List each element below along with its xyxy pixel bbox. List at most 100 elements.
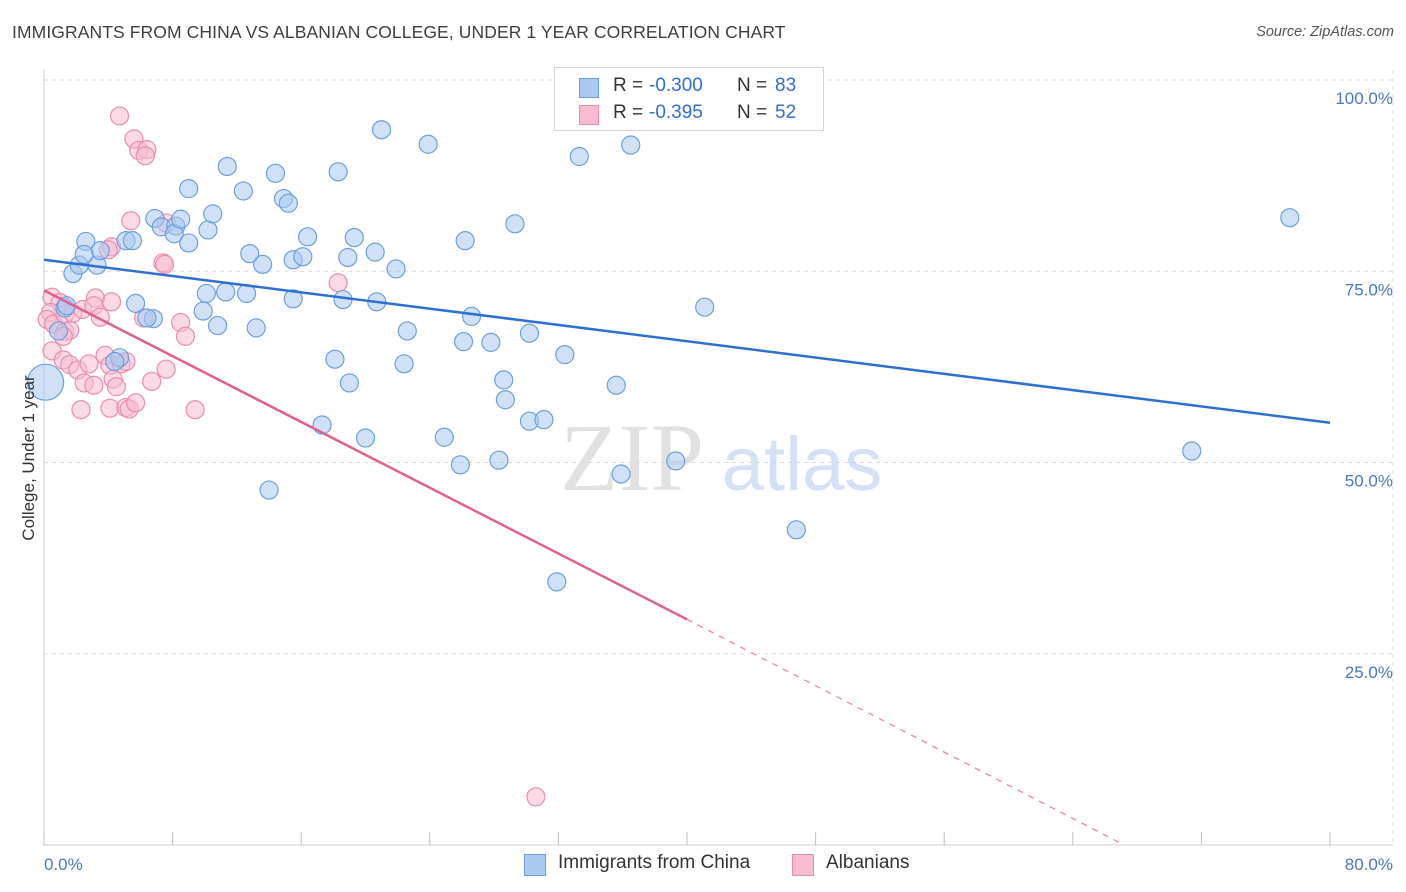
r-value-albanians: -0.395: [649, 102, 703, 123]
watermark-atlas: atlas: [722, 422, 883, 507]
stats-legend: R = -0.300 N = 83 R = -0.395 N = 52: [554, 67, 824, 131]
albanians-point: [135, 146, 155, 166]
china-point: [105, 351, 125, 372]
china-point: [461, 306, 482, 326]
china-point: [137, 308, 157, 328]
albanians-point: [71, 400, 91, 420]
china-point: [196, 283, 216, 304]
china-point: [293, 247, 313, 267]
china-point: [1280, 208, 1300, 228]
x-tick-min: 0.0%: [44, 855, 83, 874]
china-point: [534, 410, 554, 430]
albanians-point: [101, 292, 122, 312]
chart-title: IMMIGRANTS FROM CHINA VS ALBANIAN COLLEG…: [12, 22, 786, 42]
china-point: [450, 455, 470, 475]
trend-lines: [43, 258, 1331, 846]
china-point: [233, 181, 253, 201]
china-point: [278, 193, 298, 213]
china-point: [265, 163, 286, 183]
y-tick-labels: 25.0% 50.0% 75.0% 100.0%: [1335, 89, 1393, 682]
china-point: [695, 297, 715, 317]
china-point: [547, 572, 567, 592]
china-point: [786, 520, 806, 540]
china-point: [455, 231, 475, 251]
china-point: [666, 451, 686, 471]
china-point: [495, 390, 515, 410]
china-point: [418, 134, 438, 154]
china-point: [606, 375, 626, 395]
china-point: [208, 315, 228, 336]
china-point: [397, 321, 417, 341]
legend-label-albanians: Albanians: [826, 852, 910, 873]
albanians-swatch: [792, 854, 814, 876]
china-point: [611, 464, 631, 484]
watermark: ZIP atlas: [560, 404, 882, 511]
y-tick-label: 25.0%: [1345, 663, 1393, 682]
china-point: [298, 227, 318, 247]
china-point: [1182, 441, 1202, 461]
china-point: [453, 332, 474, 352]
china-point: [240, 244, 260, 264]
china-swatch: [524, 854, 546, 876]
china-point: [203, 204, 223, 224]
china-point: [193, 301, 213, 321]
albanians-trend-line: [43, 289, 688, 621]
china-point: [171, 209, 191, 229]
albanians-point: [84, 375, 104, 395]
r-label: R =: [613, 102, 644, 123]
china-point: [179, 179, 199, 199]
china-point: [253, 254, 273, 274]
china-point: [365, 242, 385, 262]
china-point: [481, 332, 501, 352]
albanians-point: [156, 359, 176, 379]
china-point: [344, 227, 364, 248]
y-tick-label: 50.0%: [1345, 472, 1393, 491]
china-points: [27, 120, 1300, 592]
china-point: [126, 293, 146, 313]
china-point: [505, 214, 525, 234]
albanians-point: [175, 326, 196, 346]
china-point: [394, 354, 414, 374]
legend-label-china: Immigrants from China: [558, 852, 751, 873]
y-tick-label: 75.0%: [1345, 280, 1393, 299]
n-value-albanians: 52: [775, 102, 797, 123]
china-point: [338, 247, 358, 268]
china-point: [569, 146, 589, 167]
china-point: [325, 349, 345, 369]
china-point: [386, 259, 406, 279]
albanians-point: [109, 106, 130, 126]
albanians-point: [328, 273, 348, 293]
china-point: [371, 120, 392, 140]
albanians-point: [79, 354, 99, 374]
r-label: R =: [613, 75, 644, 96]
albanians-point: [100, 398, 120, 418]
albanians-point: [526, 787, 546, 807]
china-point: [198, 220, 218, 240]
china-point: [246, 318, 266, 338]
n-label: N =: [737, 75, 768, 96]
china-point: [555, 345, 575, 365]
china-point: [283, 289, 303, 309]
y-axis-label: College, Under 1 year: [19, 375, 38, 541]
china-point: [27, 363, 65, 401]
albanians-point: [121, 211, 141, 231]
china-point: [90, 240, 110, 261]
albanians-point: [126, 393, 146, 413]
albanians-trend-extension: [686, 618, 1125, 846]
china-point: [259, 480, 279, 500]
china-trend-line: [43, 258, 1331, 424]
china-point: [74, 244, 94, 265]
china-point: [217, 156, 237, 177]
china-point: [48, 321, 69, 341]
series-legend: Immigrants from China Albanians: [0, 852, 1406, 878]
china-point: [519, 323, 540, 343]
source-label: Source: ZipAtlas.com: [1256, 24, 1394, 40]
albanians-point: [106, 377, 126, 397]
china-point: [328, 162, 348, 182]
china-point: [179, 233, 199, 253]
axes: [43, 70, 1393, 846]
china-point: [494, 370, 514, 390]
n-label: N =: [737, 102, 768, 123]
albanians-point: [185, 400, 205, 420]
